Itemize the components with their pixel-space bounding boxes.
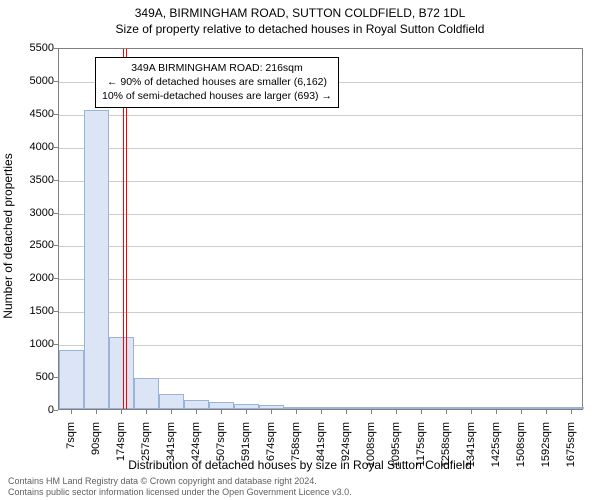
y-tick-label: 3500 <box>14 174 54 186</box>
footer-attribution: Contains HM Land Registry data © Crown c… <box>8 476 352 498</box>
histogram-bar <box>234 404 259 409</box>
x-tick-mark <box>171 410 172 414</box>
y-tick-label: 1000 <box>14 338 54 350</box>
gridline <box>59 181 582 182</box>
y-tick-mark <box>54 410 58 411</box>
x-tick-mark <box>321 410 322 414</box>
x-tick-mark <box>571 410 572 414</box>
y-tick-label: 4000 <box>14 141 54 153</box>
chart-title-sub: Size of property relative to detached ho… <box>0 22 600 36</box>
histogram-bar <box>134 378 159 409</box>
x-tick-mark <box>496 410 497 414</box>
x-tick-mark <box>71 410 72 414</box>
histogram-bar <box>109 337 134 409</box>
histogram-bar <box>209 402 234 409</box>
footer-line1: Contains HM Land Registry data © Crown c… <box>8 476 352 487</box>
chart-title-main: 349A, BIRMINGHAM ROAD, SUTTON COLDFIELD,… <box>0 6 600 20</box>
y-tick-mark <box>54 377 58 378</box>
gridline <box>59 148 582 149</box>
y-axis-label: Number of detached properties <box>1 153 15 318</box>
footer-line2: Contains public sector information licen… <box>8 487 352 498</box>
gridline <box>59 312 582 313</box>
x-tick-mark <box>121 410 122 414</box>
y-tick-label: 2000 <box>14 272 54 284</box>
x-tick-mark <box>271 410 272 414</box>
annotation-line3: 10% of semi-detached houses are larger (… <box>102 89 332 103</box>
x-tick-mark <box>421 410 422 414</box>
y-tick-label: 0 <box>14 404 54 416</box>
x-tick-mark <box>471 410 472 414</box>
gridline <box>59 115 582 116</box>
y-tick-mark <box>54 278 58 279</box>
x-tick-mark <box>196 410 197 414</box>
histogram-bar <box>59 350 84 409</box>
x-tick-mark <box>521 410 522 414</box>
histogram-bar <box>559 407 584 409</box>
histogram-bar <box>384 407 409 409</box>
y-tick-label: 5000 <box>14 75 54 87</box>
y-tick-mark <box>54 344 58 345</box>
gridline <box>59 279 582 280</box>
annotation-line1: 349A BIRMINGHAM ROAD: 216sqm <box>102 61 332 75</box>
x-tick-mark <box>446 410 447 414</box>
plot-area: 349A BIRMINGHAM ROAD: 216sqm ← 90% of de… <box>58 48 583 410</box>
y-tick-mark <box>54 180 58 181</box>
histogram-bar <box>259 405 284 409</box>
histogram-bar <box>534 407 559 409</box>
x-tick-mark <box>146 410 147 414</box>
histogram-bar <box>159 394 184 409</box>
annotation-box: 349A BIRMINGHAM ROAD: 216sqm ← 90% of de… <box>95 57 339 108</box>
histogram-bar <box>434 407 459 409</box>
y-tick-mark <box>54 147 58 148</box>
histogram-bar <box>509 407 534 409</box>
y-tick-label: 1500 <box>14 305 54 317</box>
x-tick-mark <box>546 410 547 414</box>
y-tick-mark <box>54 48 58 49</box>
gridline <box>59 246 582 247</box>
x-tick-mark <box>246 410 247 414</box>
y-tick-label: 2500 <box>14 239 54 251</box>
histogram-bar <box>359 407 384 409</box>
x-tick-mark <box>346 410 347 414</box>
y-tick-label: 5500 <box>14 42 54 54</box>
histogram-bar <box>309 407 334 409</box>
annotation-line2: ← 90% of detached houses are smaller (6,… <box>102 75 332 89</box>
y-tick-mark <box>54 114 58 115</box>
x-tick-mark <box>221 410 222 414</box>
histogram-bar <box>334 407 359 409</box>
histogram-bar <box>484 407 509 409</box>
y-tick-mark <box>54 245 58 246</box>
y-tick-label: 500 <box>14 371 54 383</box>
x-tick-mark <box>396 410 397 414</box>
gridline <box>59 345 582 346</box>
x-tick-mark <box>371 410 372 414</box>
y-tick-mark <box>54 311 58 312</box>
x-axis-label: Distribution of detached houses by size … <box>0 458 600 472</box>
y-tick-label: 4500 <box>14 108 54 120</box>
x-tick-mark <box>296 410 297 414</box>
histogram-bar <box>284 407 309 409</box>
y-tick-label: 3000 <box>14 207 54 219</box>
y-tick-mark <box>54 81 58 82</box>
histogram-bar <box>409 407 434 409</box>
gridline <box>59 214 582 215</box>
histogram-chart: 349A, BIRMINGHAM ROAD, SUTTON COLDFIELD,… <box>0 0 600 500</box>
histogram-bar <box>84 110 109 409</box>
histogram-bar <box>459 407 484 409</box>
y-tick-mark <box>54 213 58 214</box>
x-tick-mark <box>96 410 97 414</box>
histogram-bar <box>184 400 209 409</box>
